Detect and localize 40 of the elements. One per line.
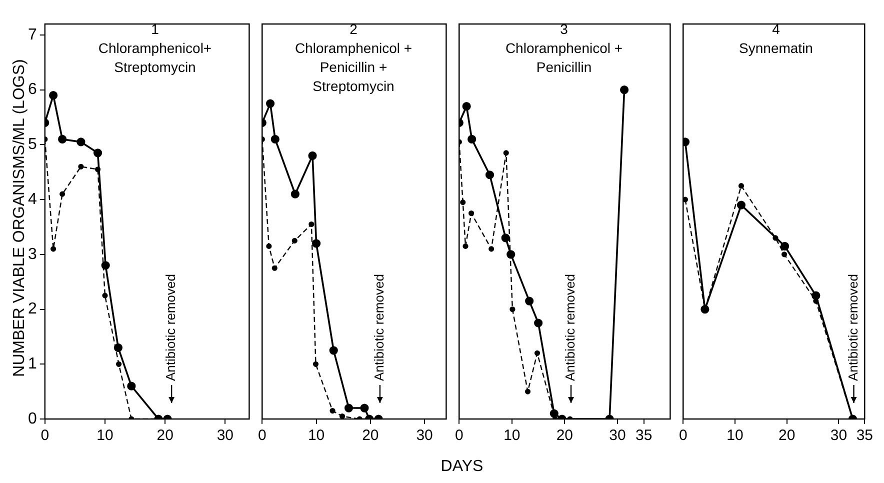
annotation: Antibiotic removed xyxy=(562,274,578,381)
x-tick-label: 0 xyxy=(258,427,266,444)
x-tick-label: 10 xyxy=(726,427,744,444)
y-axis-title: NUMBER VIABLE ORGANISMS/ML (LOGS) xyxy=(11,59,28,377)
chart-title: 3 xyxy=(559,20,569,39)
x-tick-label: 20 xyxy=(778,427,796,444)
x-tick-label: 35 xyxy=(856,427,873,444)
y-tick-label: 7 xyxy=(28,26,37,44)
x-tick-label: 10 xyxy=(504,427,520,444)
text: Synnematin xyxy=(738,39,814,58)
y-tick-label: 0 xyxy=(28,410,37,428)
x-tick-label: 10 xyxy=(308,427,325,444)
annotation: Antibiotic removed xyxy=(163,274,178,381)
y-tick-label: 2 xyxy=(28,300,37,318)
x-tick-label: 35 xyxy=(635,427,652,444)
y-tick-label: 4 xyxy=(28,190,37,208)
x-axis-title: DAYS xyxy=(440,458,484,476)
y-tick-label: 1 xyxy=(28,356,37,373)
x-tick-label: 30 xyxy=(609,427,626,444)
chart-title: 2 xyxy=(348,20,358,39)
annotation: Antibiotic removed xyxy=(845,274,860,381)
text: Chloramphenicol + Penicillin xyxy=(504,39,624,77)
x-tick-label: 20 xyxy=(556,427,574,444)
x-tick-label: 30 xyxy=(830,427,848,444)
text: Chloramphenicol + Penicillin + Streptomycin xyxy=(294,39,414,96)
x-tick-label: 0 xyxy=(455,427,464,444)
annotation: Antibiotic removed xyxy=(372,274,387,381)
y-tick-label: 5 xyxy=(28,136,37,154)
text: Chloramphenicol+ Streptomycin xyxy=(97,39,213,77)
x-tick-label: 0 xyxy=(679,427,688,444)
x-tick-label: 30 xyxy=(416,427,433,444)
x-tick-label: 20 xyxy=(362,427,379,444)
chart-title: 4 xyxy=(771,20,781,39)
y-tick-label: 6 xyxy=(28,81,37,98)
chart-title: 1 xyxy=(150,20,160,39)
x-tick-label: 0 xyxy=(40,427,50,444)
y-tick-label: 3 xyxy=(28,246,37,263)
x-tick-label: 30 xyxy=(216,427,234,444)
x-tick-label: 20 xyxy=(156,427,174,444)
x-tick-label: 10 xyxy=(96,427,114,444)
